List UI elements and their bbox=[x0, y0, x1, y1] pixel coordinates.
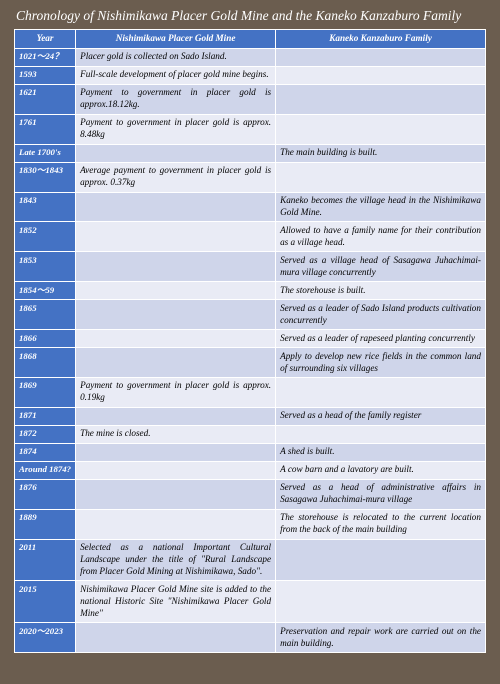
table-body: 1021～24？Placer gold is collected on Sado… bbox=[15, 48, 486, 652]
cell-mine: Nishimikawa Placer Gold Mine site is add… bbox=[76, 581, 276, 623]
cell-mine: Placer gold is collected on Sado Island. bbox=[76, 48, 276, 66]
col-mine: Nishimikawa Placer Gold Mine bbox=[76, 30, 276, 49]
cell-year: 2020～2023 bbox=[15, 623, 76, 653]
cell-mine: Payment to government in placer gold is … bbox=[76, 84, 276, 114]
cell-year: 1593 bbox=[15, 66, 76, 84]
cell-year: 1868 bbox=[15, 348, 76, 378]
cell-family: A cow barn and a lavatory are built. bbox=[276, 461, 486, 479]
cell-family: Apply to develop new rice fields in the … bbox=[276, 348, 486, 378]
table-row: 2011Selected as a national Important Cul… bbox=[15, 539, 486, 581]
cell-mine bbox=[76, 192, 276, 222]
cell-year: 2015 bbox=[15, 581, 76, 623]
cell-family: Served as a leader of Sado Island produc… bbox=[276, 300, 486, 330]
cell-family: The main building is built. bbox=[276, 144, 486, 162]
col-year: Year bbox=[15, 30, 76, 49]
cell-year: 1872 bbox=[15, 425, 76, 443]
cell-year: Late 1700's bbox=[15, 144, 76, 162]
table-row: 1868 Apply to develop new rice fields in … bbox=[15, 348, 486, 378]
cell-year: 1876 bbox=[15, 479, 76, 509]
table-row: Around 1874? A cow barn and a lavatory ar… bbox=[15, 461, 486, 479]
table-row: 1869Payment to government in placer gold… bbox=[15, 377, 486, 407]
cell-family: Preservation and repair work are carried… bbox=[276, 623, 486, 653]
table-row: 2020～2023 Preservation and repair work ar… bbox=[15, 623, 486, 653]
cell-family: Served as a village head of Sasagawa Juh… bbox=[276, 252, 486, 282]
cell-mine bbox=[76, 144, 276, 162]
cell-family bbox=[276, 84, 486, 114]
cell-family: Served as a leader of rapeseed planting … bbox=[276, 330, 486, 348]
cell-family: Kaneko becomes the village head in the N… bbox=[276, 192, 486, 222]
cell-year: 1866 bbox=[15, 330, 76, 348]
cell-mine bbox=[76, 330, 276, 348]
cell-family bbox=[276, 581, 486, 623]
cell-family bbox=[276, 66, 486, 84]
table-row: 1621Payment to government in placer gold… bbox=[15, 84, 486, 114]
cell-mine bbox=[76, 407, 276, 425]
cell-year: 1865 bbox=[15, 300, 76, 330]
cell-family: Allowed to have a family name for their … bbox=[276, 222, 486, 252]
cell-mine bbox=[76, 222, 276, 252]
cell-family bbox=[276, 114, 486, 144]
cell-year: 1853 bbox=[15, 252, 76, 282]
table-row: 1853 Served as a village head of Sasagawa… bbox=[15, 252, 486, 282]
table-row: 1021～24？Placer gold is collected on Sado… bbox=[15, 48, 486, 66]
cell-year: 1843 bbox=[15, 192, 76, 222]
table-row: 1852 Allowed to have a family name for th… bbox=[15, 222, 486, 252]
table-row: 1593Full-scale development of placer gol… bbox=[15, 66, 486, 84]
cell-mine bbox=[76, 252, 276, 282]
table-row: 1889 The storehouse is relocated to the c… bbox=[15, 509, 486, 539]
cell-mine bbox=[76, 479, 276, 509]
cell-mine bbox=[76, 282, 276, 300]
cell-mine: Selected as a national Important Cultura… bbox=[76, 539, 276, 581]
cell-year: 2011 bbox=[15, 539, 76, 581]
cell-mine: The mine is closed. bbox=[76, 425, 276, 443]
cell-year: 1761 bbox=[15, 114, 76, 144]
table-row: 2015Nishimikawa Placer Gold Mine site is… bbox=[15, 581, 486, 623]
cell-family bbox=[276, 425, 486, 443]
cell-mine: Payment to government in placer gold is … bbox=[76, 377, 276, 407]
cell-mine bbox=[76, 443, 276, 461]
cell-year: Around 1874? bbox=[15, 461, 76, 479]
cell-year: 1889 bbox=[15, 509, 76, 539]
cell-mine: Average payment to government in placer … bbox=[76, 162, 276, 192]
cell-mine bbox=[76, 623, 276, 653]
cell-mine bbox=[76, 348, 276, 378]
cell-year: 1621 bbox=[15, 84, 76, 114]
cell-family bbox=[276, 539, 486, 581]
page-title: Chronology of Nishimikawa Placer Gold Mi… bbox=[14, 8, 486, 24]
cell-year: 1874 bbox=[15, 443, 76, 461]
table-header-row: Year Nishimikawa Placer Gold Mine Kaneko… bbox=[15, 30, 486, 49]
cell-year: 1869 bbox=[15, 377, 76, 407]
table-row: 1830～1843Average payment to government i… bbox=[15, 162, 486, 192]
cell-mine bbox=[76, 461, 276, 479]
table-row: 1874 A shed is built. bbox=[15, 443, 486, 461]
cell-year: 1854～59 bbox=[15, 282, 76, 300]
table-row: 1876 Served as a head of administrative … bbox=[15, 479, 486, 509]
cell-family bbox=[276, 48, 486, 66]
cell-family bbox=[276, 377, 486, 407]
cell-family: Served as a head of the family register bbox=[276, 407, 486, 425]
chronology-table: Year Nishimikawa Placer Gold Mine Kaneko… bbox=[14, 29, 486, 653]
cell-year: 1852 bbox=[15, 222, 76, 252]
col-family: Kaneko Kanzaburo Family bbox=[276, 30, 486, 49]
cell-mine: Payment to government in placer gold is … bbox=[76, 114, 276, 144]
table-row: 1866 Served as a leader of rapeseed plant… bbox=[15, 330, 486, 348]
table-row: 1871 Served as a head of the family regis… bbox=[15, 407, 486, 425]
cell-family: A shed is built. bbox=[276, 443, 486, 461]
table-row: 1872The mine is closed. bbox=[15, 425, 486, 443]
cell-family: The storehouse is relocated to the curre… bbox=[276, 509, 486, 539]
table-row: 1843 Kaneko becomes the village head in t… bbox=[15, 192, 486, 222]
table-row: 1854～59 The storehouse is built. bbox=[15, 282, 486, 300]
cell-mine: Full-scale development of placer gold mi… bbox=[76, 66, 276, 84]
cell-mine bbox=[76, 509, 276, 539]
table-row: 1865 Served as a leader of Sado Island pr… bbox=[15, 300, 486, 330]
cell-family: Served as a head of administrative affai… bbox=[276, 479, 486, 509]
cell-mine bbox=[76, 300, 276, 330]
table-row: 1761Payment to government in placer gold… bbox=[15, 114, 486, 144]
cell-year: 1021～24？ bbox=[15, 48, 76, 66]
table-row: Late 1700's The main building is built. bbox=[15, 144, 486, 162]
cell-family: The storehouse is built. bbox=[276, 282, 486, 300]
cell-year: 1830～1843 bbox=[15, 162, 76, 192]
cell-year: 1871 bbox=[15, 407, 76, 425]
cell-family bbox=[276, 162, 486, 192]
